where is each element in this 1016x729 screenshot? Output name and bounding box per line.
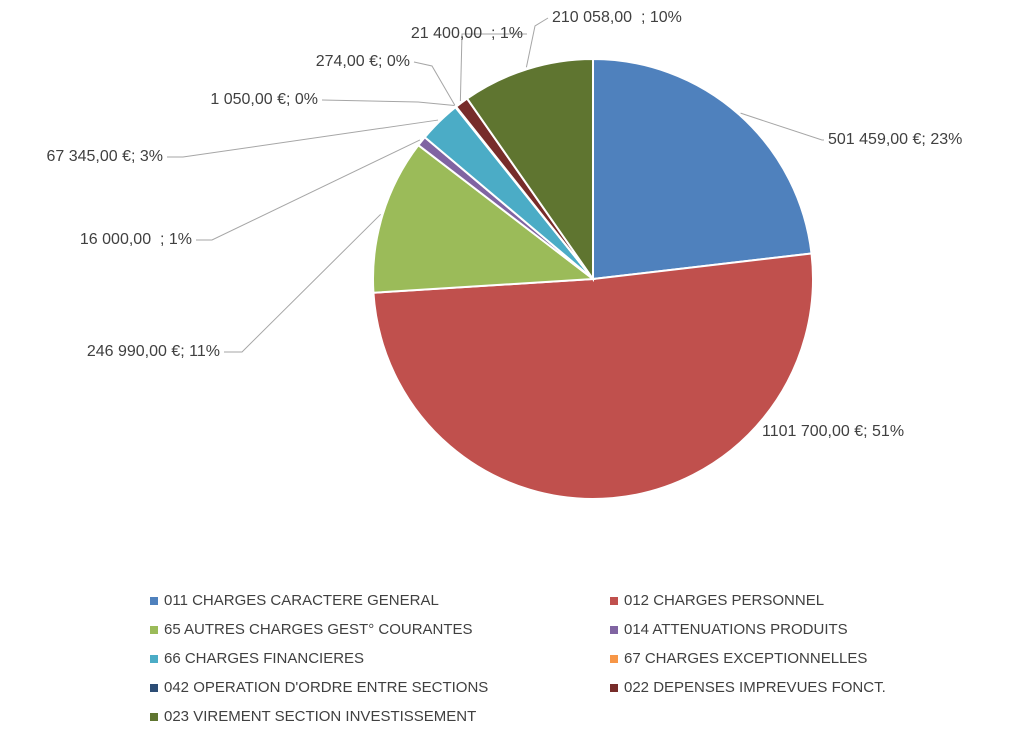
- legend-label: 012 CHARGES PERSONNEL: [624, 592, 824, 609]
- legend-swatch: [150, 626, 158, 634]
- data-label: 67 345,00 €; 3%: [46, 148, 163, 165]
- leader-line: [167, 119, 439, 158]
- pie-slice: [465, 57, 594, 283]
- legend-swatch: [150, 597, 158, 605]
- legend-swatch: [150, 684, 158, 692]
- data-label: 21 400,00 ; 1%: [411, 25, 523, 42]
- legend-swatch: [150, 713, 158, 721]
- leader-line: [413, 61, 456, 106]
- legend-label: 022 DEPENSES IMPREVUES FONCT.: [624, 679, 886, 696]
- data-label: 16 000,00 ; 1%: [80, 231, 192, 248]
- legend-label: 66 CHARGES FINANCIERES: [164, 650, 364, 667]
- data-label: 1 050,00 €; 0%: [210, 91, 318, 108]
- pie-slice: [372, 252, 814, 501]
- legend-swatch: [150, 655, 158, 663]
- legend-label: 042 OPERATION D'ORDRE ENTRE SECTIONS: [164, 679, 488, 696]
- pie-slice: [372, 143, 596, 294]
- legend-swatch: [610, 655, 618, 663]
- data-label: 210 058,00 ; 10%: [552, 9, 682, 26]
- legend-swatch: [610, 684, 618, 692]
- leader-line: [740, 112, 824, 141]
- data-label: 1101 700,00 €; 51%: [762, 423, 904, 440]
- legend-label: 65 AUTRES CHARGES GEST° COURANTES: [164, 621, 473, 638]
- data-label: 501 459,00 €; 23%: [828, 131, 962, 148]
- legend-label: 023 VIREMENT SECTION INVESTISSEMENT: [164, 708, 476, 725]
- pie-slice: [592, 57, 813, 281]
- legend-swatch: [610, 597, 618, 605]
- legend-label: 011 CHARGES CARACTERE GENERAL: [164, 592, 439, 609]
- data-label: 274,00 €; 0%: [316, 53, 410, 70]
- leader-line: [224, 213, 381, 353]
- data-label: 246 990,00 €; 11%: [87, 343, 220, 360]
- leader-line: [196, 139, 421, 241]
- legend-label: 67 CHARGES EXCEPTIONNELLES: [624, 650, 867, 667]
- leader-line: [321, 99, 455, 106]
- legend-swatch: [610, 626, 618, 634]
- leader-line: [525, 17, 549, 68]
- leader-line: [459, 33, 527, 101]
- legend-label: 014 ATTENUATIONS PRODUITS: [624, 621, 848, 638]
